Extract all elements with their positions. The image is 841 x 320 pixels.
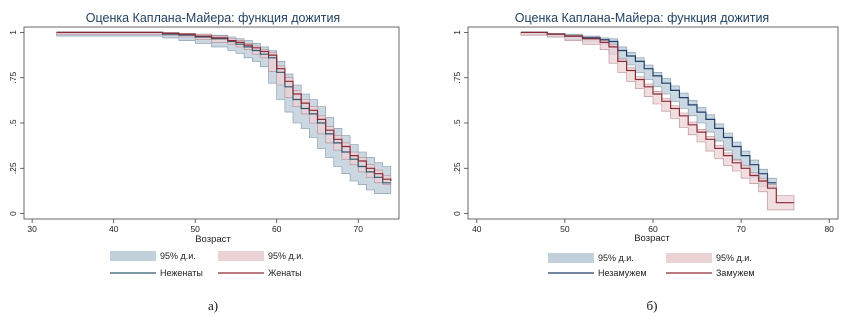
x-tick-label: 70 bbox=[736, 224, 746, 234]
legend-label: Женаты bbox=[268, 268, 302, 278]
x-tick-label: 40 bbox=[472, 224, 482, 234]
panel-b-legend: 95% д.и. 95% д.и. Незамужем Замужем bbox=[548, 253, 755, 278]
legend-label: 95% д.и. bbox=[716, 253, 752, 263]
y-tick-label: .75 bbox=[452, 72, 462, 84]
y-tick-label: .5 bbox=[452, 119, 462, 126]
x-tick-label: 70 bbox=[354, 224, 364, 234]
y-tick-label: .25 bbox=[8, 162, 18, 174]
y-tick-label: 1 bbox=[8, 30, 18, 35]
legend-label: Замужем bbox=[716, 268, 755, 278]
x-tick-label: 50 bbox=[560, 224, 570, 234]
panel-a-caption: а) bbox=[208, 298, 218, 313]
y-tick-label: .25 bbox=[452, 162, 462, 174]
x-tick-label: 40 bbox=[109, 224, 119, 234]
survival-line-series-1 bbox=[56, 31, 392, 181]
legend-label: Неженаты bbox=[160, 268, 203, 278]
panel-b-title: Оценка Каплана-Майера: функция дожития bbox=[515, 11, 769, 25]
ci-band-series-0 bbox=[56, 32, 392, 194]
panel-a-plot: 30 40 50 60 70 0 .25 .5 .75 1 bbox=[8, 26, 400, 234]
legend-label: Незамужем bbox=[598, 268, 647, 278]
legend-band-swatch bbox=[548, 253, 594, 263]
x-tick-label: 60 bbox=[272, 224, 282, 234]
plot-frame bbox=[23, 26, 400, 220]
x-tick-label: 80 bbox=[824, 224, 834, 234]
panel-a-legend: 95% д.и. 95% д.и. Неженаты Женаты bbox=[110, 251, 304, 278]
panel-b-x-axis-title: Возраст bbox=[634, 233, 670, 244]
panel-a-title: Оценка Каплана-Майера: функция дожития bbox=[86, 11, 340, 25]
panel-b-caption: б) bbox=[647, 298, 658, 313]
y-tick-label: 0 bbox=[452, 211, 462, 216]
panel-a-x-axis-title: Возраст bbox=[195, 234, 231, 245]
legend-label: 95% д.и. bbox=[598, 253, 634, 263]
x-tick-label: 30 bbox=[27, 224, 37, 234]
legend-label: 95% д.и. bbox=[268, 251, 304, 261]
panel-a: Оценка Каплана-Майера: функция дожития 3… bbox=[8, 11, 400, 313]
panel-b-plot: 40 50 60 70 80 0 .25 .5 .75 1 bbox=[452, 26, 839, 234]
legend-band-swatch bbox=[110, 251, 156, 261]
plot-frame bbox=[467, 26, 839, 220]
legend-band-swatch bbox=[666, 253, 712, 263]
y-tick-label: .5 bbox=[8, 119, 18, 126]
legend-label: 95% д.и. bbox=[160, 251, 196, 261]
y-tick-label: .75 bbox=[8, 72, 18, 84]
legend-band-swatch bbox=[218, 251, 264, 261]
survival-line-series-1 bbox=[520, 31, 794, 204]
x-tick-label: 50 bbox=[190, 224, 200, 234]
y-tick-label: 1 bbox=[452, 30, 462, 35]
survival-line-series-0 bbox=[56, 31, 391, 184]
x-tick-label: 60 bbox=[648, 224, 658, 234]
panel-b: Оценка Каплана-Майера: функция дожития 4… bbox=[452, 11, 839, 313]
y-tick-label: 0 bbox=[8, 211, 18, 216]
